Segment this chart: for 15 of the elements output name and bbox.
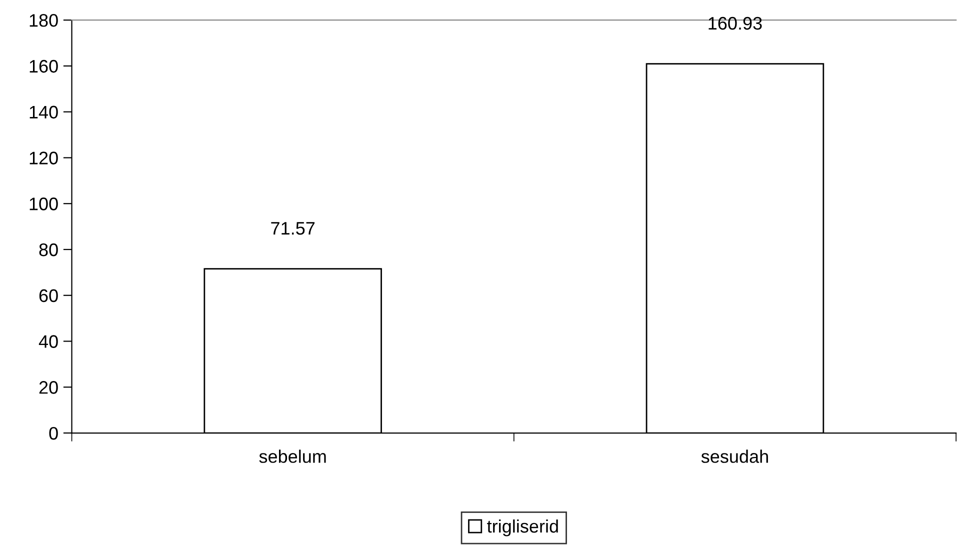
x-tick-label: sebelum (259, 450, 326, 463)
y-tick-label: 20 (39, 381, 58, 394)
legend-label: trigliserid (487, 519, 558, 536)
data-label: 160.93 (708, 16, 762, 30)
y-tick-label: 60 (39, 289, 58, 302)
y-tick-label: 80 (39, 243, 58, 256)
y-tick-label: 160 (30, 60, 58, 73)
data-label: 71.57 (271, 222, 315, 235)
y-tick-label: 140 (30, 106, 58, 119)
y-tick-label: 0 (49, 426, 58, 440)
y-tick-label: 120 (30, 152, 58, 164)
x-tick-label: sesudah (701, 450, 768, 463)
y-tick-label: 40 (38, 335, 58, 348)
y-tick-label: 180 (30, 14, 58, 27)
y-tick-label: 100 (30, 198, 58, 210)
